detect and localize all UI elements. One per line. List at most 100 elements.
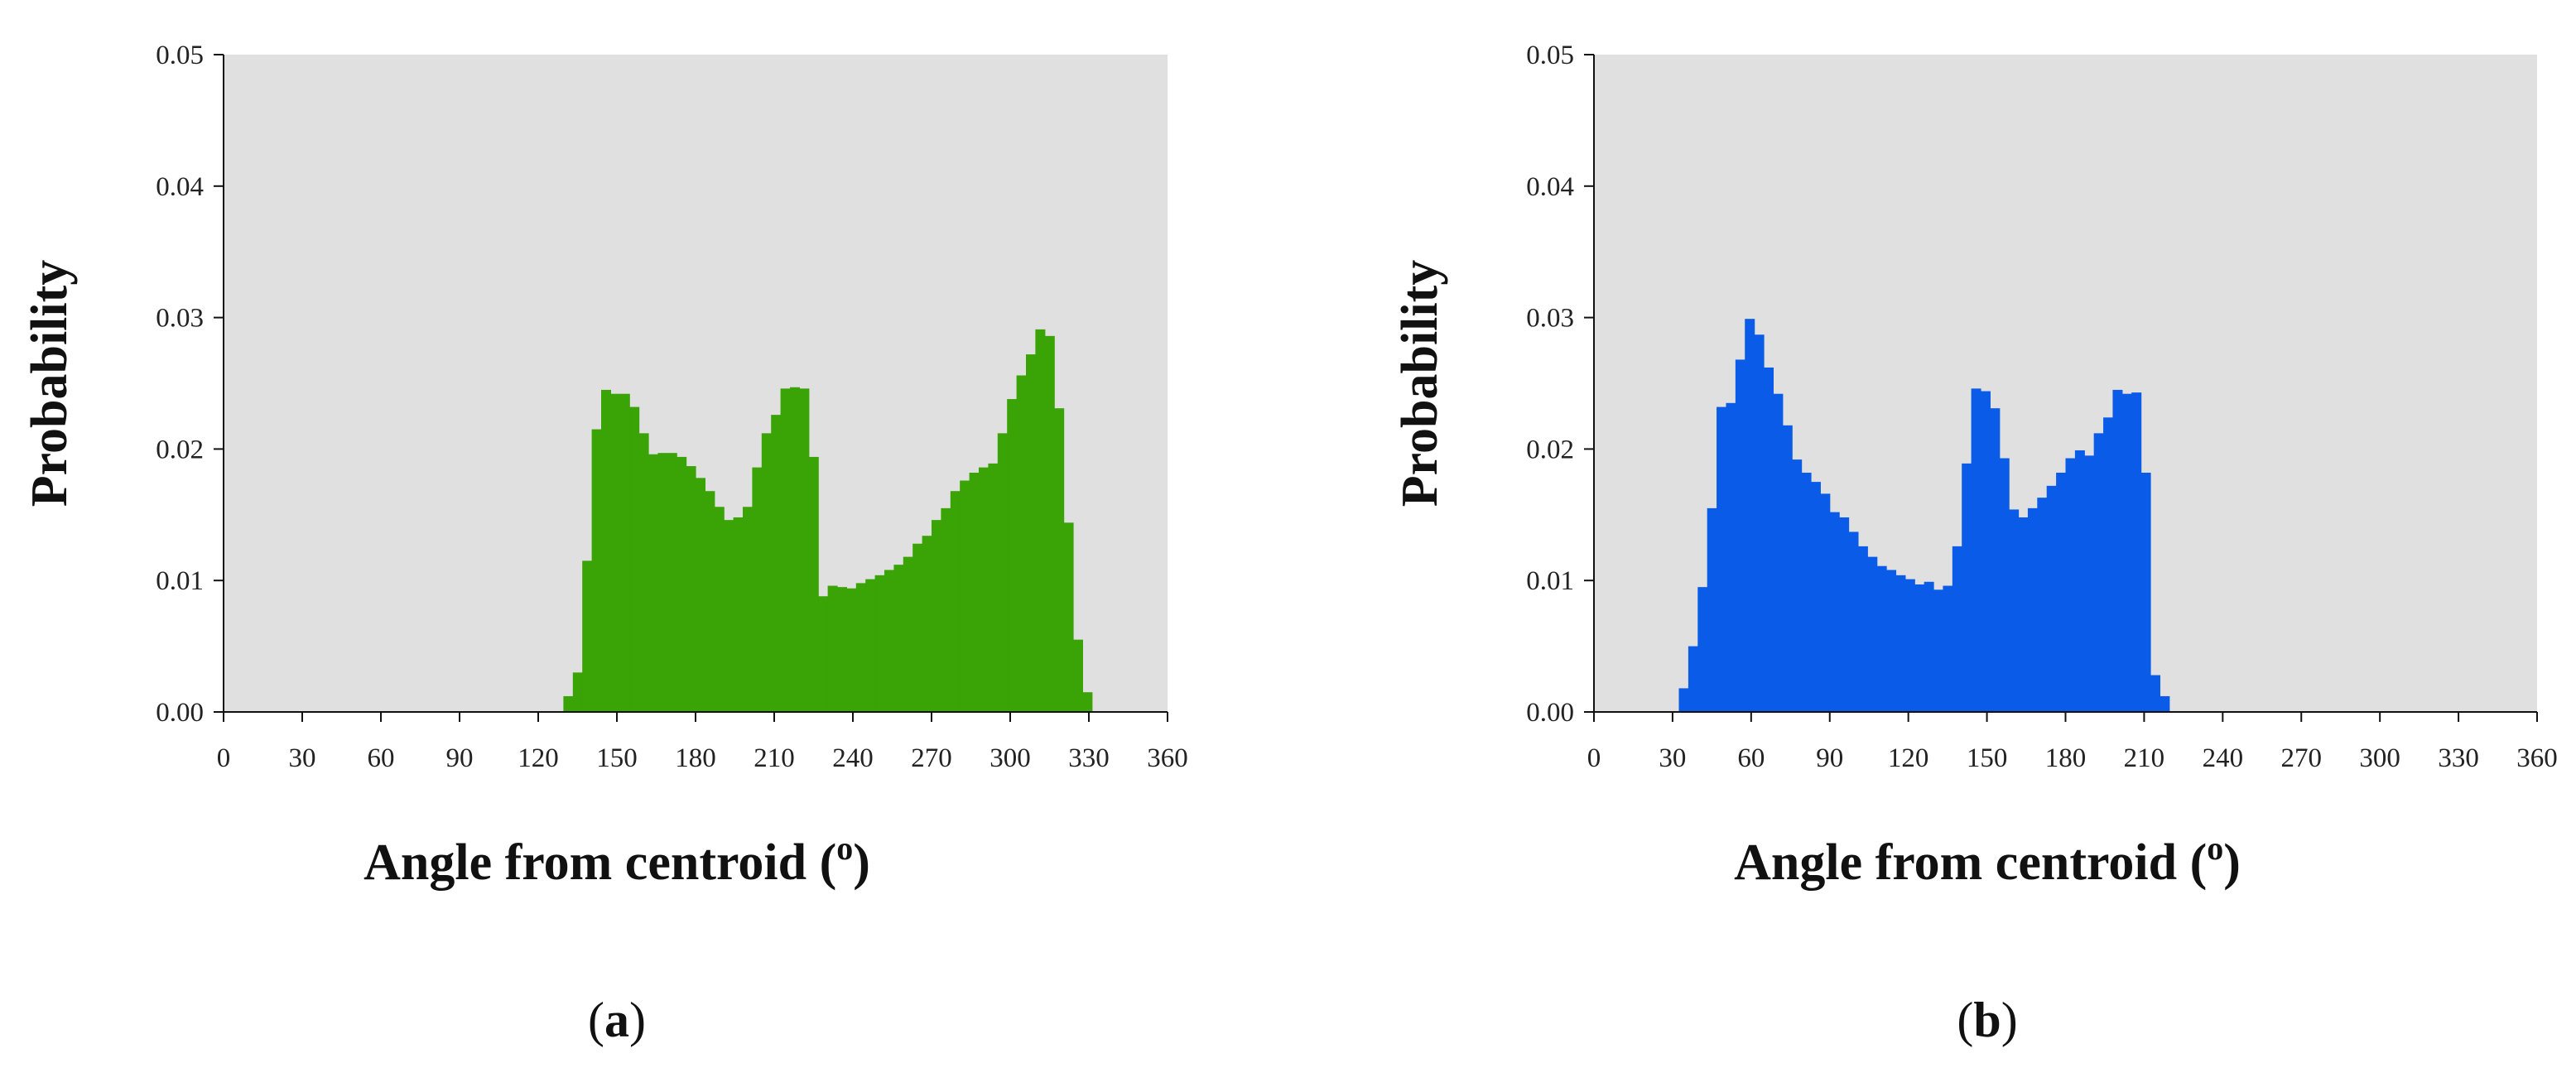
histogram-bar <box>1688 646 1698 712</box>
histogram-bar <box>1857 546 1868 712</box>
y-tick-label: 0.01 <box>1526 566 1574 596</box>
histogram-bar <box>582 560 593 712</box>
histogram-bar <box>1782 425 1793 712</box>
histogram-bar <box>2112 389 2123 712</box>
histogram-bar <box>846 588 857 712</box>
histogram-bar <box>1007 399 1018 712</box>
histogram-bar <box>2065 458 2076 712</box>
y-tick-label: 0.02 <box>1526 435 1574 464</box>
x-tick-label: 210 <box>754 743 795 773</box>
histogram-bar <box>818 596 829 712</box>
histogram-bar <box>1735 359 1745 712</box>
y-tick-label: 0.01 <box>156 566 204 596</box>
x-tick-label: 270 <box>911 743 952 773</box>
histogram-bar <box>941 507 951 712</box>
histogram-bar <box>1745 319 1755 712</box>
histogram-bar <box>808 456 819 712</box>
histogram-bar <box>1044 335 1055 712</box>
histogram-bar <box>1895 575 1906 712</box>
x-axis-label: Angle from centroid (o) <box>364 830 870 891</box>
histogram-bar <box>2103 417 2114 712</box>
histogram-bar <box>1707 507 1717 712</box>
histogram-bar <box>572 672 583 712</box>
x-tick-label: 90 <box>1816 743 1843 773</box>
histogram-bar <box>874 575 885 712</box>
x-tick-label: 360 <box>2516 743 2558 773</box>
x-tick-label: 210 <box>2124 743 2165 773</box>
x-tick-label: 0 <box>217 743 231 773</box>
histogram-bar <box>686 466 696 712</box>
histogram-bar <box>1810 482 1821 712</box>
histogram-bar <box>2056 472 2067 712</box>
histogram-bar <box>2046 485 2057 712</box>
histogram-bar <box>1764 367 1774 712</box>
histogram-bar <box>932 520 941 712</box>
histogram-bar <box>1904 579 1915 712</box>
y-tick-label: 0.02 <box>156 435 204 464</box>
histogram-bar <box>1867 556 1878 712</box>
histogram-bar <box>2093 433 2104 712</box>
x-axis-label: Angle from centroid (o) <box>1734 830 2241 891</box>
x-tick-label: 300 <box>989 743 1031 773</box>
histogram-bar <box>1801 472 1812 712</box>
histogram-bar <box>893 565 904 712</box>
histogram-bar <box>1054 408 1065 712</box>
histogram-bar <box>988 463 999 712</box>
x-tick-label: 330 <box>2438 743 2479 773</box>
histogram-bar <box>1035 329 1046 712</box>
histogram-bar <box>705 491 715 712</box>
histogram-bar <box>1726 402 1736 712</box>
histogram-bar <box>677 456 687 712</box>
y-tick-label: 0.00 <box>156 698 204 728</box>
histogram-bar <box>619 393 630 712</box>
x-tick-label: 60 <box>1737 743 1765 773</box>
histogram-bar <box>601 389 611 712</box>
histogram-bar <box>799 388 810 712</box>
histogram-bar <box>629 406 640 712</box>
histogram-bar <box>827 585 838 712</box>
histogram-bar <box>2160 695 2170 712</box>
y-tick-label: 0.03 <box>156 304 204 334</box>
histogram-bar <box>648 454 658 712</box>
histogram-bar <box>1026 354 1036 712</box>
y-tick-label: 0.05 <box>156 41 204 70</box>
histogram-bar <box>1876 565 1887 712</box>
x-tick-label: 120 <box>1888 743 1929 773</box>
histogram-bar <box>657 453 668 712</box>
histogram-bar <box>903 556 913 712</box>
histogram-bar <box>1773 393 1784 712</box>
chart-panel-b: 0.00 0.01 0.02 0.03 0.04 0.05 0 30 60 90 120 150 180… <box>1392 41 2558 1047</box>
x-tick-label: 60 <box>368 743 395 773</box>
x-tick-label: 300 <box>2359 743 2400 773</box>
histogram-bar <box>563 695 574 712</box>
histogram-bar <box>1971 388 1981 712</box>
y-tick-label: 0.05 <box>1526 41 1574 70</box>
histogram-bar <box>1073 639 1083 712</box>
histogram-bar <box>610 393 621 712</box>
histogram-bar <box>922 536 932 712</box>
panel-label: (a) <box>588 993 646 1047</box>
y-axis-label: Probability <box>1392 260 1448 507</box>
y-tick-label: 0.03 <box>1526 304 1574 334</box>
histogram-bar <box>1839 517 1850 712</box>
x-tick-label: 0 <box>1587 743 1601 773</box>
histogram-bar <box>667 453 677 712</box>
x-tick-label: 330 <box>1068 743 1110 773</box>
histogram-bar <box>2150 675 2160 712</box>
histogram-bar <box>1933 589 1944 712</box>
x-tick-label: 180 <box>2045 743 2087 773</box>
histogram-bar <box>1016 375 1027 712</box>
histogram-bar <box>1717 406 1727 712</box>
histogram-bar <box>733 517 744 712</box>
y-tick-label: 0.00 <box>1526 698 1574 728</box>
histogram-bar <box>1924 581 1934 712</box>
histogram-bar <box>1754 334 1765 712</box>
histogram-bar <box>771 415 782 712</box>
histogram-bar <box>969 472 980 712</box>
x-tick-label: 240 <box>832 743 874 773</box>
histogram-bar <box>752 467 763 712</box>
histogram-bar <box>2140 472 2151 712</box>
histogram-bar <box>1980 391 1991 712</box>
histogram-bar <box>696 478 705 712</box>
